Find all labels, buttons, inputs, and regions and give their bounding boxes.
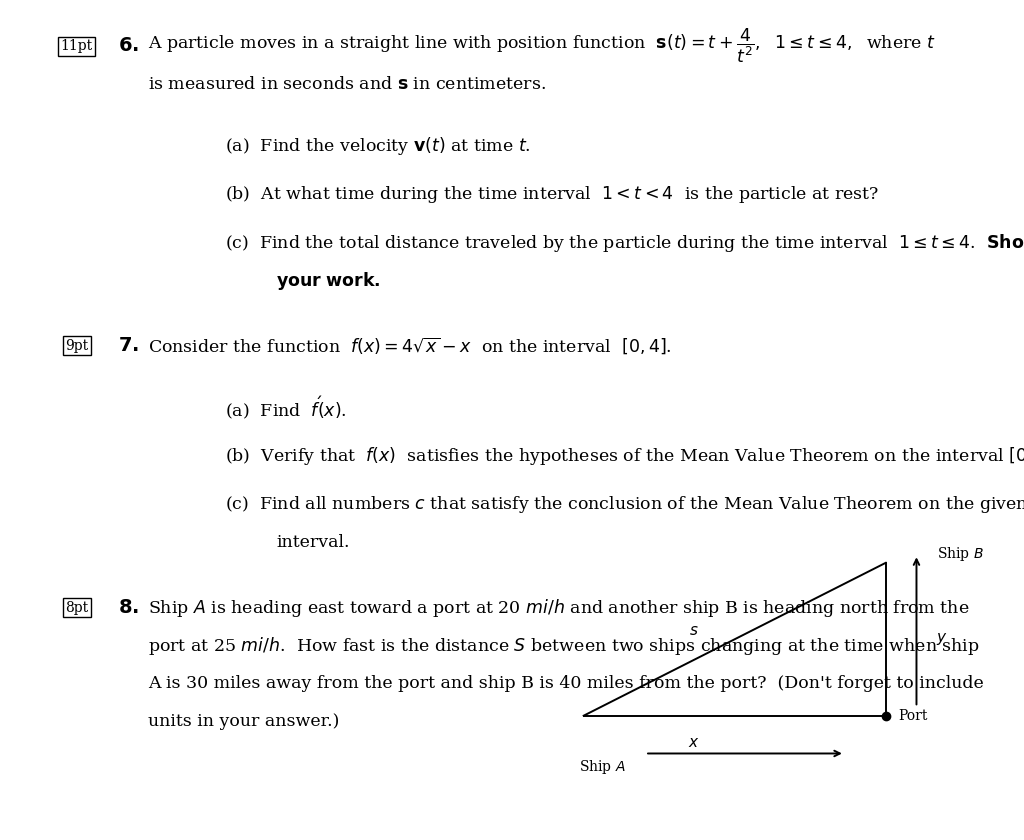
Text: $\mathbf{6.}$: $\mathbf{6.}$ — [118, 37, 138, 55]
Text: $x$: $x$ — [688, 737, 699, 750]
Text: $\mathbf{7.}$: $\mathbf{7.}$ — [118, 337, 138, 355]
Text: Port: Port — [898, 709, 928, 722]
Text: $\mathbf{your\ work.}$: $\mathbf{your\ work.}$ — [276, 270, 381, 292]
Text: interval.: interval. — [276, 534, 350, 551]
Text: Ship $A$: Ship $A$ — [579, 758, 626, 775]
Text: 9pt: 9pt — [66, 339, 88, 353]
Text: units in your answer.): units in your answer.) — [148, 713, 340, 730]
Text: $\mathbf{8.}$: $\mathbf{8.}$ — [118, 599, 138, 617]
Text: 8pt: 8pt — [66, 601, 88, 615]
Text: (b)  Verify that  $f(x)$  satisfies the hypotheses of the Mean Value Theorem on : (b) Verify that $f(x)$ satisfies the hyp… — [225, 445, 1024, 467]
Text: (b)  At what time during the time interval  $1 < t < 4$  is the particle at rest: (b) At what time during the time interva… — [225, 184, 880, 205]
Text: A is 30 miles away from the port and ship B is 40 miles from the port?  (Don't f: A is 30 miles away from the port and shi… — [148, 675, 984, 692]
Text: Ship $B$: Ship $B$ — [937, 545, 984, 564]
Text: A particle moves in a straight line with position function  $\mathbf{s}(t) = t +: A particle moves in a straight line with… — [148, 27, 936, 66]
Text: Consider the function  $f(x) = 4\sqrt{x} - x$  on the interval  $[0, 4]$.: Consider the function $f(x) = 4\sqrt{x} … — [148, 336, 673, 356]
Text: (c)  Find all numbers $c$ that satisfy the conclusion of the Mean Value Theorem : (c) Find all numbers $c$ that satisfy th… — [225, 495, 1024, 516]
Text: $y$: $y$ — [936, 631, 948, 648]
Text: port at 25 $mi/h$.  How fast is the distance $S$ between two ships changing at t: port at 25 $mi/h$. How fast is the dista… — [148, 635, 980, 657]
Text: (a)  Find  $f\'(x)$.: (a) Find $f\'(x)$. — [225, 394, 347, 421]
Text: 11pt: 11pt — [60, 39, 93, 53]
Text: (c)  Find the total distance traveled by the particle during the time interval  : (c) Find the total distance traveled by … — [225, 232, 1024, 254]
Text: is measured in seconds and $\mathbf{s}$ in centimeters.: is measured in seconds and $\mathbf{s}$ … — [148, 76, 547, 92]
Text: Ship $A$ is heading east toward a port at 20 $mi/h$ and another ship B is headin: Ship $A$ is heading east toward a port a… — [148, 597, 970, 619]
Text: (a)  Find the velocity $\mathbf{v}(t)$ at time $t$.: (a) Find the velocity $\mathbf{v}(t)$ at… — [225, 134, 531, 156]
Text: $s$: $s$ — [689, 624, 698, 638]
